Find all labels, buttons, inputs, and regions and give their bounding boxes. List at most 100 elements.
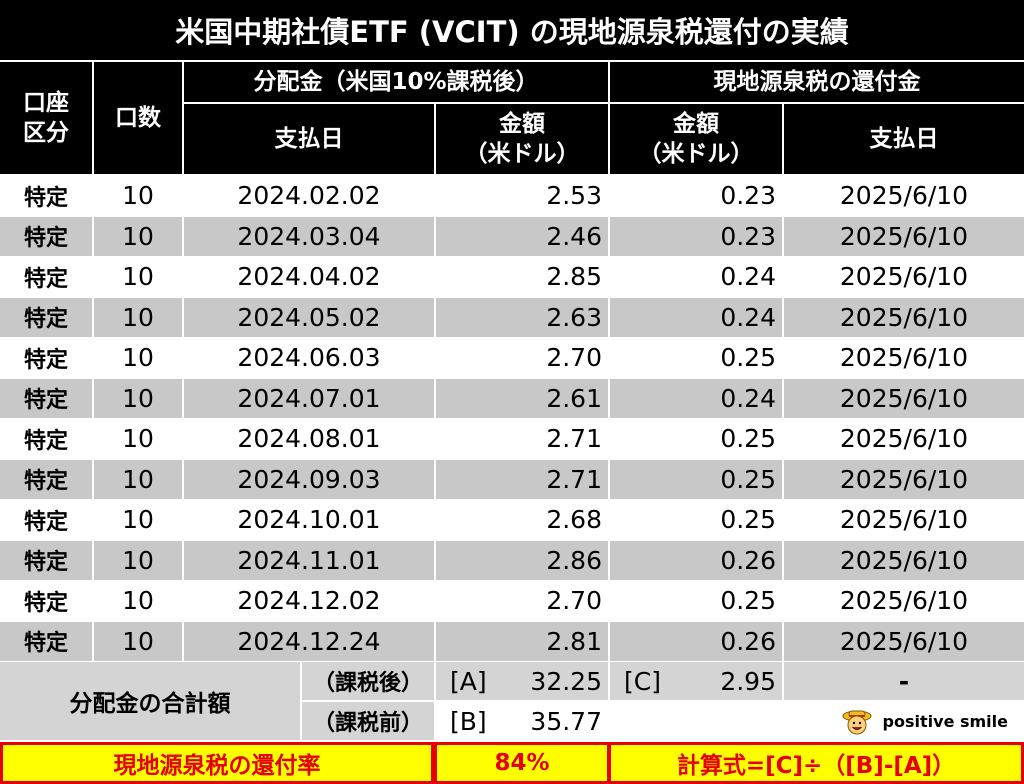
watermark-text: positive smile xyxy=(882,711,1008,731)
units-cell: 10 xyxy=(94,621,182,661)
account-cell: 特定 xyxy=(0,297,92,337)
refund-amount-cell: 0.24 xyxy=(610,378,782,418)
value-c: 2.95 xyxy=(720,666,776,696)
tag-a: [A] xyxy=(450,666,487,696)
refund-date-cell: 2025/6/10 xyxy=(784,500,1024,539)
account-cell: 特定 xyxy=(0,500,92,539)
account-cell: 特定 xyxy=(0,176,92,215)
units-cell: 10 xyxy=(94,540,182,580)
refund-amount-cell: 0.25 xyxy=(610,419,782,458)
empty-cell xyxy=(610,702,782,740)
refund-amount-cell: 0.24 xyxy=(610,297,782,337)
formula: 計算式=[C]÷（[B]-[A]） xyxy=(608,742,1024,784)
account-cell: 特定 xyxy=(0,257,92,296)
header-refund-group: 現地源泉税の還付金 xyxy=(610,62,1024,102)
refund-date-cell: 2025/6/10 xyxy=(784,581,1024,620)
pay-date-cell: 2024.06.03 xyxy=(184,338,434,377)
refund-date-cell: 2025/6/10 xyxy=(784,176,1024,215)
pay-date-cell: 2024.12.24 xyxy=(184,621,434,661)
pay-date-cell: 2024.07.01 xyxy=(184,378,434,418)
pay-date-cell: 2024.04.02 xyxy=(184,257,434,296)
units-cell: 10 xyxy=(94,257,182,296)
pay-date-cell: 2024.02.02 xyxy=(184,176,434,215)
refund-amount-cell: 0.23 xyxy=(610,216,782,256)
summary-label: 分配金の合計額 xyxy=(0,662,300,740)
amount-cell: 2.71 xyxy=(436,459,608,499)
header-refund-date: 支払日 xyxy=(784,104,1024,174)
value-a: 32.25 xyxy=(530,666,602,696)
header-pay-date: 支払日 xyxy=(184,104,434,174)
total-before-tax: [B] 35.77 xyxy=(436,702,608,740)
refund-rate-label: 現地源泉税の還付率 xyxy=(0,742,434,784)
smiley-straw-hat-icon xyxy=(842,710,872,735)
refund-date-cell: 2025/6/10 xyxy=(784,378,1024,418)
amount-cell: 2.46 xyxy=(436,216,608,256)
refund-amount-cell: 0.25 xyxy=(610,459,782,499)
amount-cell: 2.71 xyxy=(436,419,608,458)
units-cell: 10 xyxy=(94,500,182,539)
account-cell: 特定 xyxy=(0,419,92,458)
account-cell: 特定 xyxy=(0,581,92,620)
pay-date-cell: 2024.08.01 xyxy=(184,419,434,458)
amount-cell: 2.70 xyxy=(436,581,608,620)
amount-cell: 2.68 xyxy=(436,500,608,539)
total-after-tax: [A] 32.25 xyxy=(436,662,608,700)
refund-date-dash: - xyxy=(784,662,1024,700)
refund-amount-cell: 0.25 xyxy=(610,500,782,539)
refund-amount-cell: 0.24 xyxy=(610,257,782,296)
units-cell: 10 xyxy=(94,581,182,620)
tag-c: [C] xyxy=(624,666,661,696)
refund-date-cell: 2025/6/10 xyxy=(784,297,1024,337)
amount-cell: 2.86 xyxy=(436,540,608,580)
pay-date-cell: 2024.11.01 xyxy=(184,540,434,580)
pay-date-cell: 2024.05.02 xyxy=(184,297,434,337)
account-cell: 特定 xyxy=(0,378,92,418)
refund-amount-cell: 0.26 xyxy=(610,540,782,580)
account-cell: 特定 xyxy=(0,338,92,377)
header-account: 口座 区分 xyxy=(0,62,92,174)
pay-date-cell: 2024.09.03 xyxy=(184,459,434,499)
value-b: 35.77 xyxy=(530,706,602,736)
units-cell: 10 xyxy=(94,459,182,499)
refund-date-cell: 2025/6/10 xyxy=(784,540,1024,580)
refund-date-cell: 2025/6/10 xyxy=(784,419,1024,458)
total-refund: [C] 2.95 xyxy=(610,662,782,700)
refund-amount-cell: 0.26 xyxy=(610,621,782,661)
header-units: 口数 xyxy=(94,62,182,174)
units-cell: 10 xyxy=(94,216,182,256)
account-cell: 特定 xyxy=(0,216,92,256)
watermark: positive smile xyxy=(784,702,1024,740)
account-cell: 特定 xyxy=(0,621,92,661)
pay-date-cell: 2024.12.02 xyxy=(184,581,434,620)
amount-cell: 2.63 xyxy=(436,297,608,337)
refund-amount-cell: 0.25 xyxy=(610,338,782,377)
refund-amount-cell: 0.23 xyxy=(610,176,782,215)
before-tax-label: （課税前） xyxy=(302,702,434,740)
after-tax-label: （課税後） xyxy=(302,662,434,700)
units-cell: 10 xyxy=(94,176,182,215)
units-cell: 10 xyxy=(94,419,182,458)
units-cell: 10 xyxy=(94,297,182,337)
pay-date-cell: 2024.10.01 xyxy=(184,500,434,539)
account-cell: 特定 xyxy=(0,459,92,499)
amount-cell: 2.70 xyxy=(436,338,608,377)
units-cell: 10 xyxy=(94,378,182,418)
amount-cell: 2.53 xyxy=(436,176,608,215)
units-cell: 10 xyxy=(94,338,182,377)
account-cell: 特定 xyxy=(0,540,92,580)
header-amount: 金額 （米ドル） xyxy=(436,104,608,174)
refund-date-cell: 2025/6/10 xyxy=(784,621,1024,661)
pay-date-cell: 2024.03.04 xyxy=(184,216,434,256)
refund-rate-value: 84% xyxy=(434,742,610,784)
refund-date-cell: 2025/6/10 xyxy=(784,216,1024,256)
refund-date-cell: 2025/6/10 xyxy=(784,459,1024,499)
header-dividend-group: 分配金（米国10%課税後） xyxy=(184,62,608,102)
page-title: 米国中期社債ETF (VCIT) の現地源泉税還付の実績 xyxy=(0,0,1024,60)
tag-b: [B] xyxy=(450,706,487,736)
amount-cell: 2.61 xyxy=(436,378,608,418)
refund-date-cell: 2025/6/10 xyxy=(784,257,1024,296)
header-refund-amount: 金額 （米ドル） xyxy=(610,104,782,174)
amount-cell: 2.81 xyxy=(436,621,608,661)
refund-date-cell: 2025/6/10 xyxy=(784,338,1024,377)
